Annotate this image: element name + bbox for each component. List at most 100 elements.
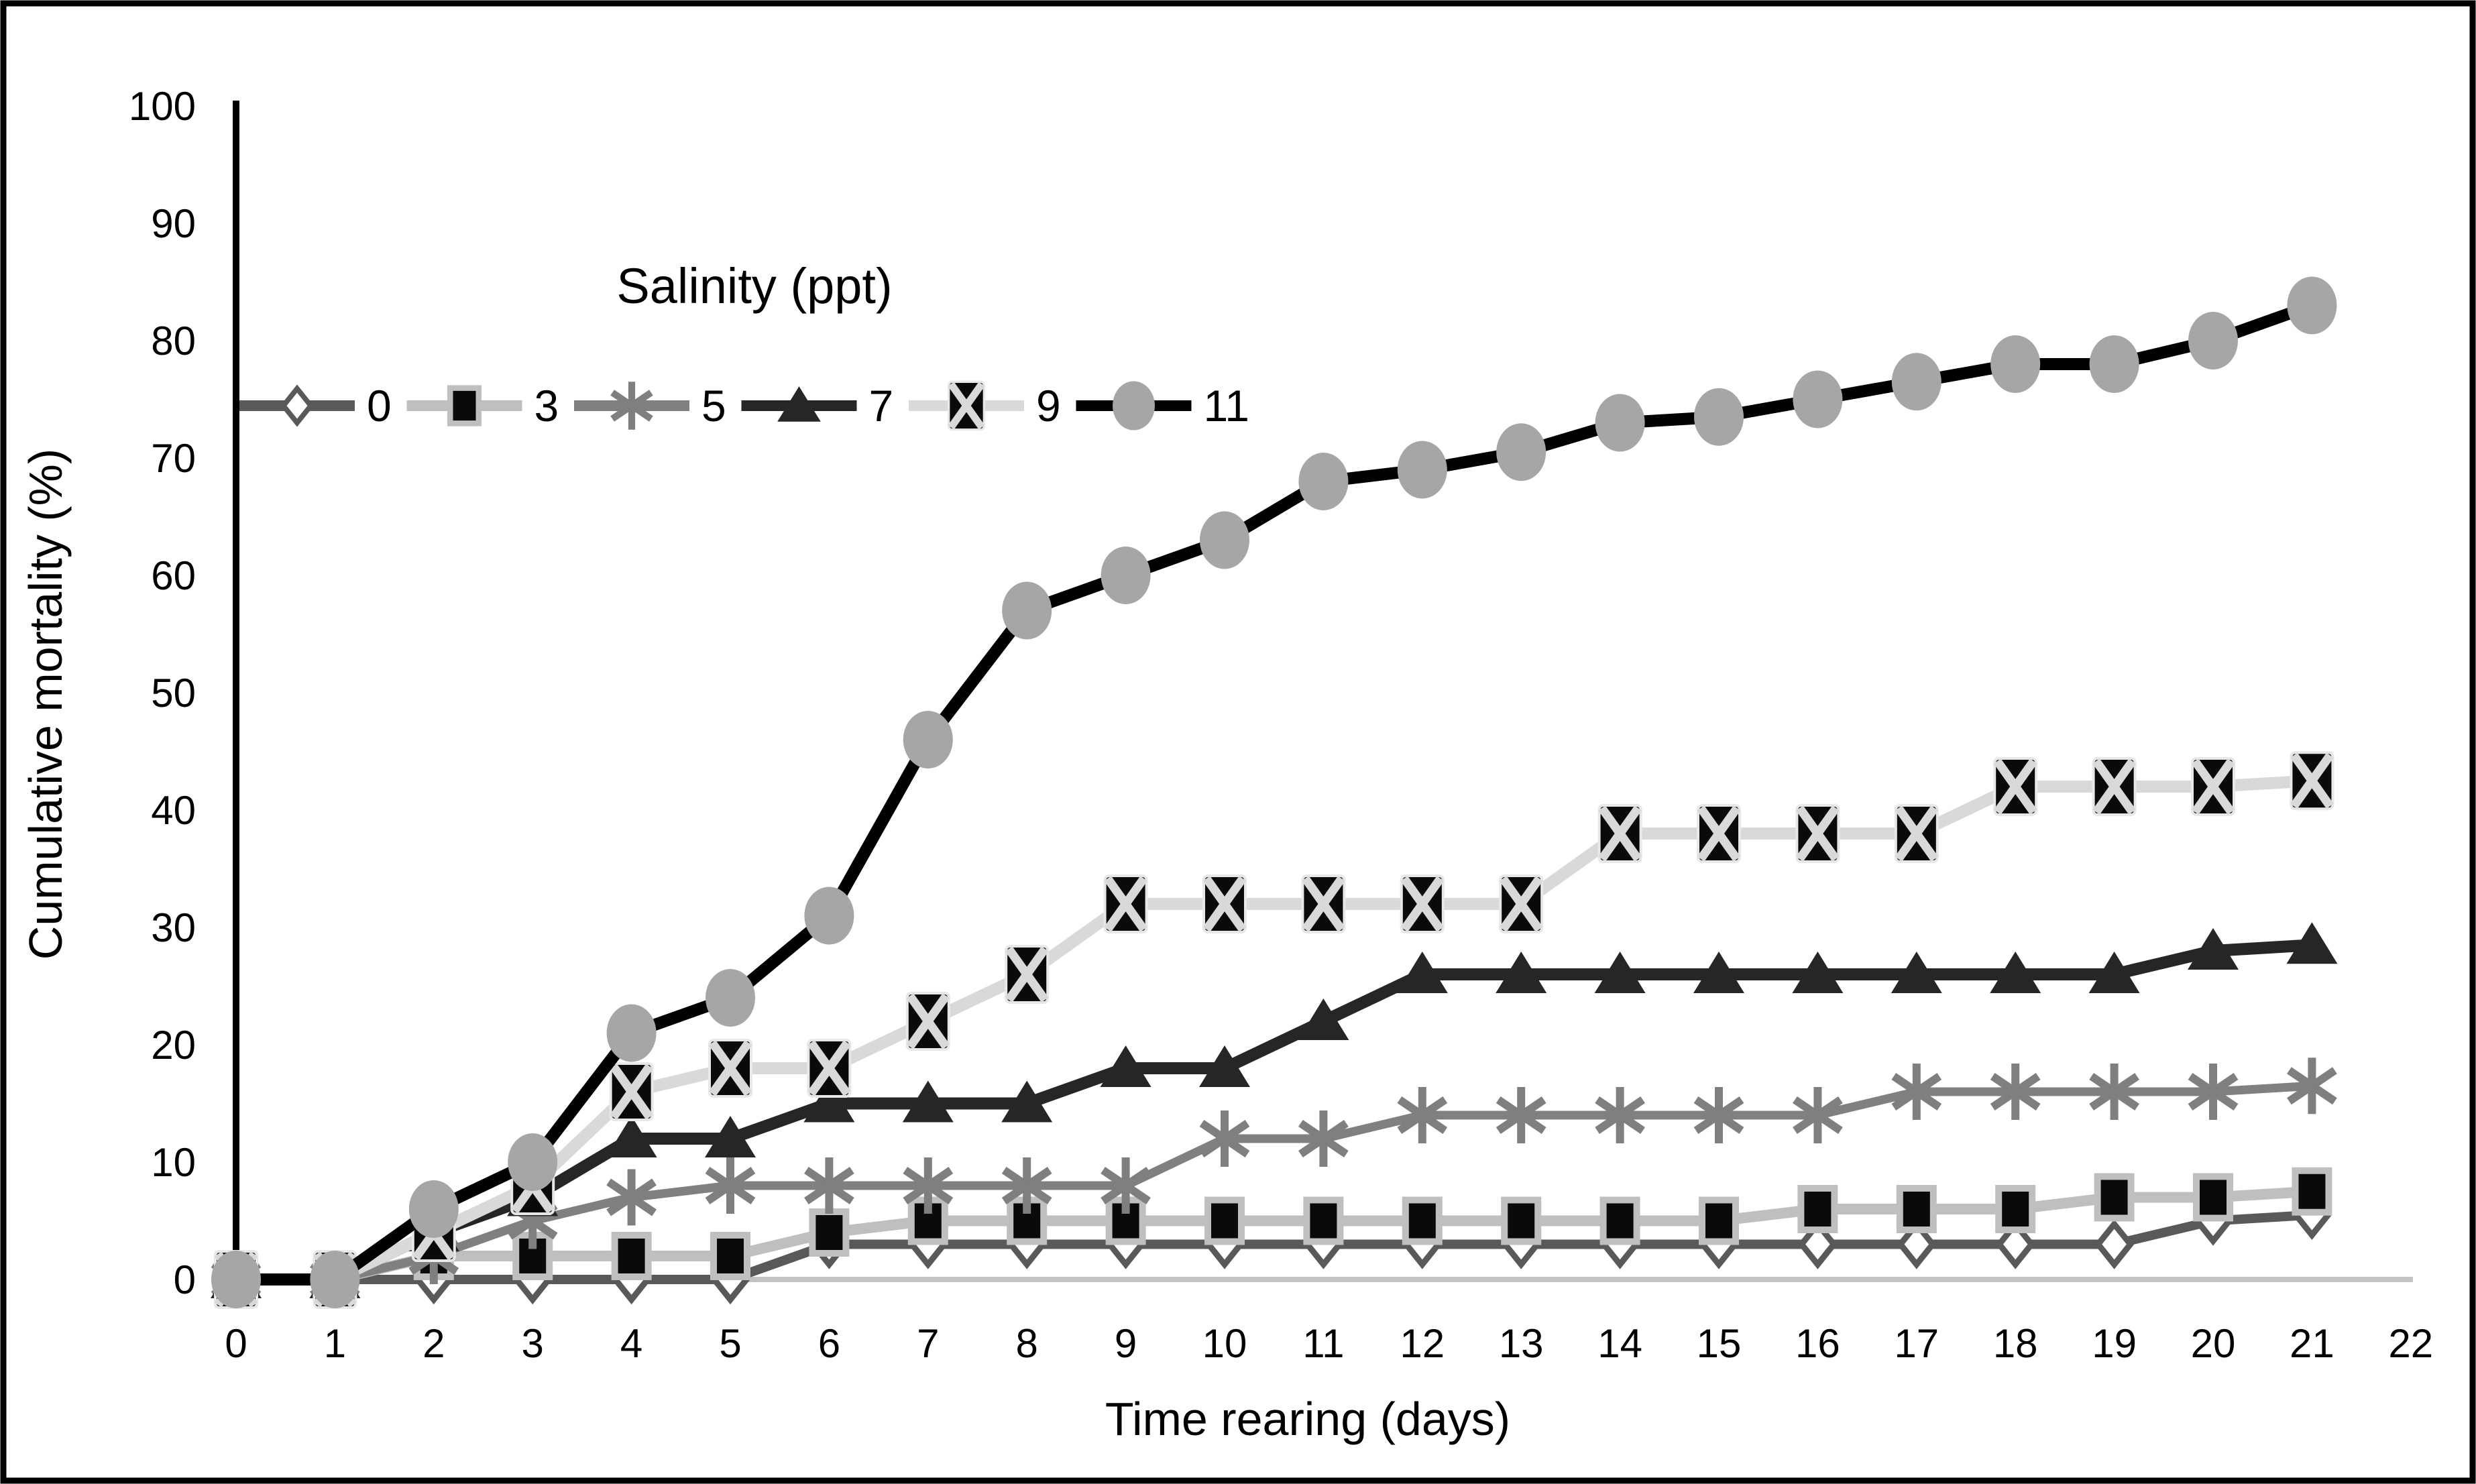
filled-square-marker [2193, 1173, 2233, 1222]
filled-circle-marker [1298, 453, 1349, 510]
square-x-marker [2191, 757, 2235, 816]
x-tick-label: 12 [1400, 1321, 1445, 1366]
filled-square-marker [710, 1232, 750, 1280]
series-layer [211, 276, 2338, 1309]
filled-circle-marker [706, 969, 755, 1027]
square-x-marker [1301, 874, 1346, 933]
y-tick-label: 10 [151, 1140, 196, 1185]
x-axis-title: Time rearing (days) [1105, 1393, 1510, 1445]
square-x-marker [1894, 804, 1939, 863]
filled-circle-marker [1793, 370, 1843, 429]
legend-item-3: 3 [406, 381, 559, 431]
filled-square-marker [2094, 1173, 2135, 1222]
legend-title: Salinity (ppt) [616, 258, 892, 314]
filled-circle-marker [2089, 335, 2139, 393]
y-tick-label: 30 [151, 905, 196, 950]
filled-triangle-marker [902, 1080, 954, 1123]
filled-circle-marker [804, 887, 854, 945]
y-tick-label: 60 [151, 553, 196, 598]
square-x-marker [1005, 945, 1050, 1004]
filled-triangle-marker [1100, 1045, 1151, 1087]
legend-label-9: 9 [1036, 381, 1061, 431]
x-tick-label: 16 [1795, 1321, 1840, 1366]
filled-square-marker [1797, 1185, 1838, 1233]
filled-triangle-marker [606, 1116, 657, 1157]
filled-circle-marker [508, 1133, 558, 1191]
square-x-marker [1202, 874, 1247, 933]
asterisk-marker [1793, 1087, 1843, 1143]
square-x-marker [807, 1039, 852, 1098]
x-tick-label: 2 [423, 1321, 445, 1366]
filled-triangle-marker [1496, 952, 1547, 993]
filled-triangle-marker [705, 1116, 756, 1157]
asterisk-marker [1199, 1110, 1250, 1167]
y-tick-label: 90 [151, 201, 196, 246]
asterisk-marker [2089, 1064, 2139, 1120]
y-tick-label: 50 [151, 671, 196, 716]
filled-circle-marker [1694, 388, 1744, 446]
filled-circle-marker [1397, 441, 1447, 499]
legend-item-5: 5 [574, 381, 726, 431]
series-line-5 [236, 1081, 2312, 1284]
asterisk-marker [1001, 1157, 1052, 1214]
y-tick-label: 100 [129, 84, 196, 129]
asterisk-marker [1397, 1087, 1448, 1143]
open-diamond-marker [1797, 1219, 1838, 1269]
x-tick-label: 18 [1993, 1321, 2038, 1366]
filled-square-marker [907, 1196, 948, 1245]
asterisk-marker [1891, 1064, 1942, 1120]
square-x-marker [1993, 757, 2038, 816]
filled-circle-marker [1496, 423, 1546, 481]
filled-square-marker [1599, 1196, 1640, 1245]
filled-circle-marker [1101, 547, 1151, 604]
filled-triangle-marker [1396, 952, 1448, 993]
filled-triangle-marker [2188, 928, 2239, 970]
asterisk-marker [903, 1157, 954, 1214]
open-diamond-marker [2094, 1219, 2135, 1269]
legend-label-3: 3 [534, 381, 559, 431]
filled-circle-marker [408, 1180, 459, 1238]
x-tick-label: 8 [1016, 1321, 1038, 1366]
y-axis-title: Cumulative mortality (%) [19, 449, 72, 960]
filled-circle-marker [1002, 581, 1052, 640]
open-diamond-marker [280, 384, 315, 427]
square-x-marker [1597, 804, 1642, 863]
x-tick-label: 13 [1499, 1321, 1544, 1366]
filled-square-marker [447, 385, 482, 426]
square-x-marker [609, 1062, 654, 1121]
x-tick-label: 5 [719, 1321, 741, 1366]
y-tick-label: 70 [151, 436, 196, 481]
series-line-0 [236, 1210, 2312, 1284]
filled-circle-marker [1113, 381, 1155, 431]
filled-triangle-marker [1594, 952, 1646, 993]
filled-circle-marker [211, 1251, 261, 1308]
legend: 0 3 5 7 9 11 [239, 380, 1250, 431]
asterisk-marker [610, 382, 653, 430]
filled-triangle-marker [1990, 952, 2041, 993]
asterisk-marker [2287, 1058, 2337, 1115]
asterisk-marker [2188, 1064, 2239, 1120]
legend-label-11: 11 [1204, 381, 1250, 431]
x-tick-label: 4 [620, 1321, 642, 1366]
x-tick-label: 0 [225, 1321, 247, 1366]
series-line-7 [236, 939, 2312, 1286]
series-line-3 [236, 1186, 2312, 1285]
filled-triangle-marker [1199, 1045, 1250, 1087]
filled-triangle-marker [2286, 922, 2338, 964]
y-tick-label: 80 [151, 319, 196, 363]
legend-label-7: 7 [869, 381, 894, 431]
y-tick-label: 0 [174, 1257, 196, 1302]
filled-circle-marker [1595, 394, 1645, 452]
x-tick-label: 14 [1597, 1321, 1642, 1366]
filled-triangle-marker [1792, 952, 1844, 993]
filled-square-marker [1501, 1196, 1542, 1245]
x-tick-label: 7 [917, 1321, 939, 1366]
filled-square-marker [1896, 1185, 1937, 1233]
filled-square-marker [1204, 1196, 1245, 1245]
legend-item-7: 7 [741, 381, 894, 431]
filled-square-marker [1699, 1196, 1739, 1245]
legend-item-9: 9 [909, 380, 1061, 431]
x-tick-label: 3 [522, 1321, 544, 1366]
